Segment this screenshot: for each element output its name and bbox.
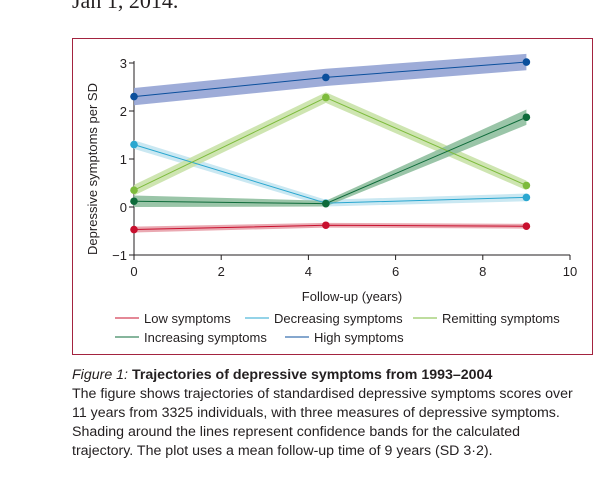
header-text: Jan 1, 2014.: [72, 0, 179, 13]
legend-label: High symptoms: [314, 330, 404, 345]
x-tick-label: 8: [479, 264, 486, 279]
data-point: [130, 225, 138, 234]
data-point: [522, 193, 531, 202]
caption-line: trajectory. The plot uses a mean follow-…: [72, 443, 493, 459]
figure-box: [72, 38, 593, 355]
confidence-band: [134, 53, 527, 106]
data-point: [522, 58, 531, 66]
data-point: [130, 92, 138, 101]
data-point: [130, 140, 138, 149]
data-point: [522, 113, 531, 122]
confidence-band: [134, 222, 527, 233]
y-tick-label: 1: [120, 152, 127, 167]
figure-caption: Figure 1: Trajectories of depressive sym…: [72, 366, 602, 461]
x-tick-label: 4: [305, 264, 312, 279]
caption-title-text: Trajectories of depressive symptoms from…: [128, 367, 493, 383]
legend-label: Increasing symptoms: [144, 330, 267, 345]
y-tick-label: −1: [112, 248, 127, 263]
legend-label: Decreasing symptoms: [274, 311, 403, 326]
y-axis-label: Depressive symptoms per SD: [85, 83, 100, 255]
y-tick-label: 3: [120, 56, 127, 71]
y-tick-label: 2: [120, 104, 127, 119]
confidence-band: [134, 140, 527, 207]
series-line: [133, 144, 527, 204]
caption-label: Figure 1:: [72, 367, 128, 383]
legend-label: Low symptoms: [144, 311, 231, 326]
data-point: [322, 93, 330, 102]
x-axis-label: Follow-up (years): [302, 289, 402, 304]
confidence-band: [134, 109, 527, 207]
data-point: [522, 222, 531, 230]
y-tick-label: 0: [120, 200, 127, 215]
caption-line: The figure shows trajectories of standar…: [72, 386, 573, 402]
data-point: [130, 186, 138, 194]
data-point: [130, 197, 138, 206]
x-tick-label: 2: [218, 264, 225, 279]
x-tick-label: 0: [130, 264, 137, 279]
x-tick-label: 6: [392, 264, 399, 279]
legend-label: Remitting symptoms: [442, 311, 560, 326]
data-point: [322, 221, 330, 230]
data-point: [322, 73, 330, 82]
data-point: [522, 181, 531, 190]
caption-line: Shading around the lines represent confi…: [72, 424, 521, 440]
caption-line: 11 years from 3325 individuals, with thr…: [72, 405, 560, 421]
caption-title: Figure 1: Trajectories of depressive sym…: [72, 366, 602, 385]
data-point: [322, 199, 330, 208]
x-tick-label: 10: [563, 264, 577, 279]
